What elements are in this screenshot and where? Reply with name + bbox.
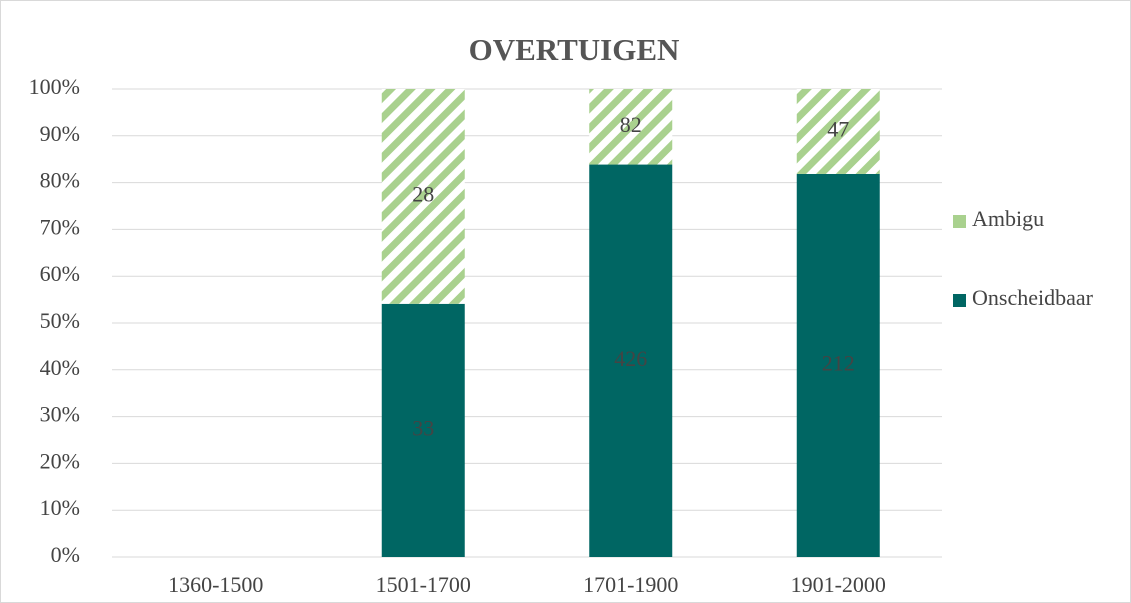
data-label: 47 — [827, 117, 849, 142]
y-tick-label: 40% — [40, 355, 80, 380]
bar-segment — [589, 89, 673, 165]
y-tick-label: 10% — [40, 495, 80, 520]
y-tick-label: 20% — [40, 448, 80, 473]
y-tick-label: 90% — [40, 121, 80, 146]
legend-swatch — [953, 294, 966, 307]
x-tick-label: 1701-1900 — [583, 572, 678, 597]
x-tick-label: 1501-1700 — [376, 572, 471, 597]
legend-label: Onscheidbaar — [972, 285, 1094, 310]
chart-title: OVERTUIGEN — [469, 32, 680, 67]
y-tick-label: 0% — [51, 542, 80, 567]
bar-segment — [589, 164, 673, 557]
data-label: 82 — [620, 112, 642, 137]
y-tick-label: 30% — [40, 402, 80, 427]
legend-label: Ambigu — [972, 206, 1044, 231]
x-tick-label: 1360-1500 — [168, 572, 263, 597]
bar-segment — [796, 173, 880, 557]
bar-segment — [381, 303, 465, 557]
data-label: 28 — [412, 181, 434, 206]
data-label: 426 — [614, 346, 647, 371]
y-tick-label: 60% — [40, 261, 80, 286]
bar-segment — [796, 89, 880, 174]
y-tick-label: 70% — [40, 214, 80, 239]
x-tick-label: 1901-2000 — [791, 572, 886, 597]
y-tick-label: 50% — [40, 308, 80, 333]
legend-swatch — [953, 215, 966, 228]
bar-segment — [381, 89, 465, 304]
y-tick-label: 80% — [40, 168, 80, 193]
data-label: 212 — [822, 351, 855, 376]
data-label: 33 — [412, 415, 434, 440]
y-tick-label: 100% — [29, 74, 80, 99]
